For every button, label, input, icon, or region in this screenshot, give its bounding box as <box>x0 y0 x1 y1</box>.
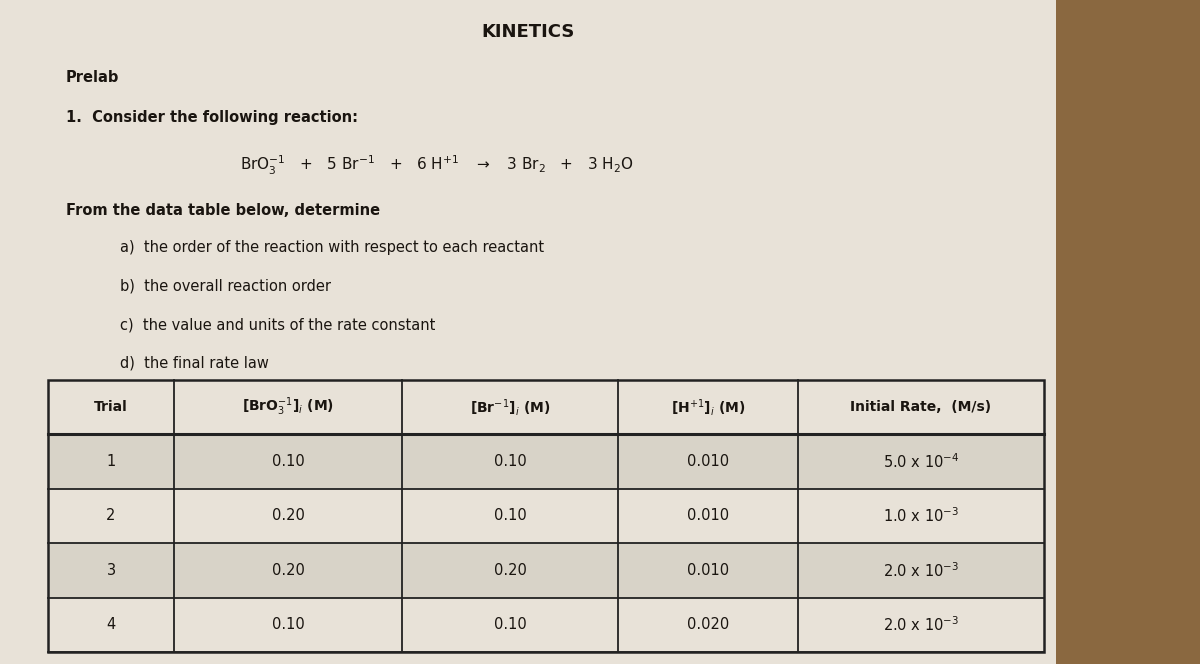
Text: a)  the order of the reaction with respect to each reactant: a) the order of the reaction with respec… <box>120 240 544 256</box>
Text: 0.010: 0.010 <box>686 454 730 469</box>
Text: 0.10: 0.10 <box>493 454 527 469</box>
Text: [Br$^{-1}$]$_i$ (M): [Br$^{-1}$]$_i$ (M) <box>470 396 550 418</box>
Text: BrO$_3^{-1}$   +   5 Br$^{-1}$   +   6 H$^{+1}$   $\rightarrow$   3 Br$_2$   +  : BrO$_3^{-1}$ + 5 Br$^{-1}$ + 6 H$^{+1}$ … <box>240 154 634 177</box>
FancyBboxPatch shape <box>1056 0 1200 664</box>
Text: 0.010: 0.010 <box>686 563 730 578</box>
Text: Prelab: Prelab <box>66 70 119 85</box>
Text: 3: 3 <box>107 563 115 578</box>
Text: [BrO$_3^{-1}$]$_i$ (M): [BrO$_3^{-1}$]$_i$ (M) <box>242 396 334 418</box>
Bar <box>48 380 1044 652</box>
Bar <box>48 434 1044 489</box>
Text: 0.010: 0.010 <box>686 509 730 523</box>
Text: Initial Rate,  (M/s): Initial Rate, (M/s) <box>851 400 991 414</box>
Text: 2: 2 <box>107 509 115 523</box>
Text: 0.10: 0.10 <box>271 618 305 632</box>
Text: 0.20: 0.20 <box>271 563 305 578</box>
Text: 2.0 x 10$^{-3}$: 2.0 x 10$^{-3}$ <box>883 616 959 634</box>
Text: KINETICS: KINETICS <box>481 23 575 41</box>
Text: From the data table below, determine: From the data table below, determine <box>66 203 380 218</box>
Text: 1.  Consider the following reaction:: 1. Consider the following reaction: <box>66 110 358 125</box>
Text: 0.10: 0.10 <box>493 618 527 632</box>
Text: 1: 1 <box>107 454 115 469</box>
Text: Trial: Trial <box>94 400 128 414</box>
Text: 2.0 x 10$^{-3}$: 2.0 x 10$^{-3}$ <box>883 561 959 580</box>
FancyBboxPatch shape <box>0 0 1056 664</box>
Text: 1.0 x 10$^{-3}$: 1.0 x 10$^{-3}$ <box>883 507 959 525</box>
Text: [H$^{+1}$]$_i$ (M): [H$^{+1}$]$_i$ (M) <box>671 396 745 418</box>
Text: b)  the overall reaction order: b) the overall reaction order <box>120 279 331 294</box>
Text: 5.0 x 10$^{-4}$: 5.0 x 10$^{-4}$ <box>883 452 959 471</box>
Text: 0.10: 0.10 <box>493 509 527 523</box>
Text: 0.20: 0.20 <box>271 509 305 523</box>
Text: 0.20: 0.20 <box>493 563 527 578</box>
Text: 0.020: 0.020 <box>686 618 730 632</box>
Text: 0.10: 0.10 <box>271 454 305 469</box>
Text: c)  the value and units of the rate constant: c) the value and units of the rate const… <box>120 317 436 333</box>
Text: d)  the final rate law: d) the final rate law <box>120 356 269 371</box>
Bar <box>48 543 1044 598</box>
Text: 4: 4 <box>107 618 115 632</box>
